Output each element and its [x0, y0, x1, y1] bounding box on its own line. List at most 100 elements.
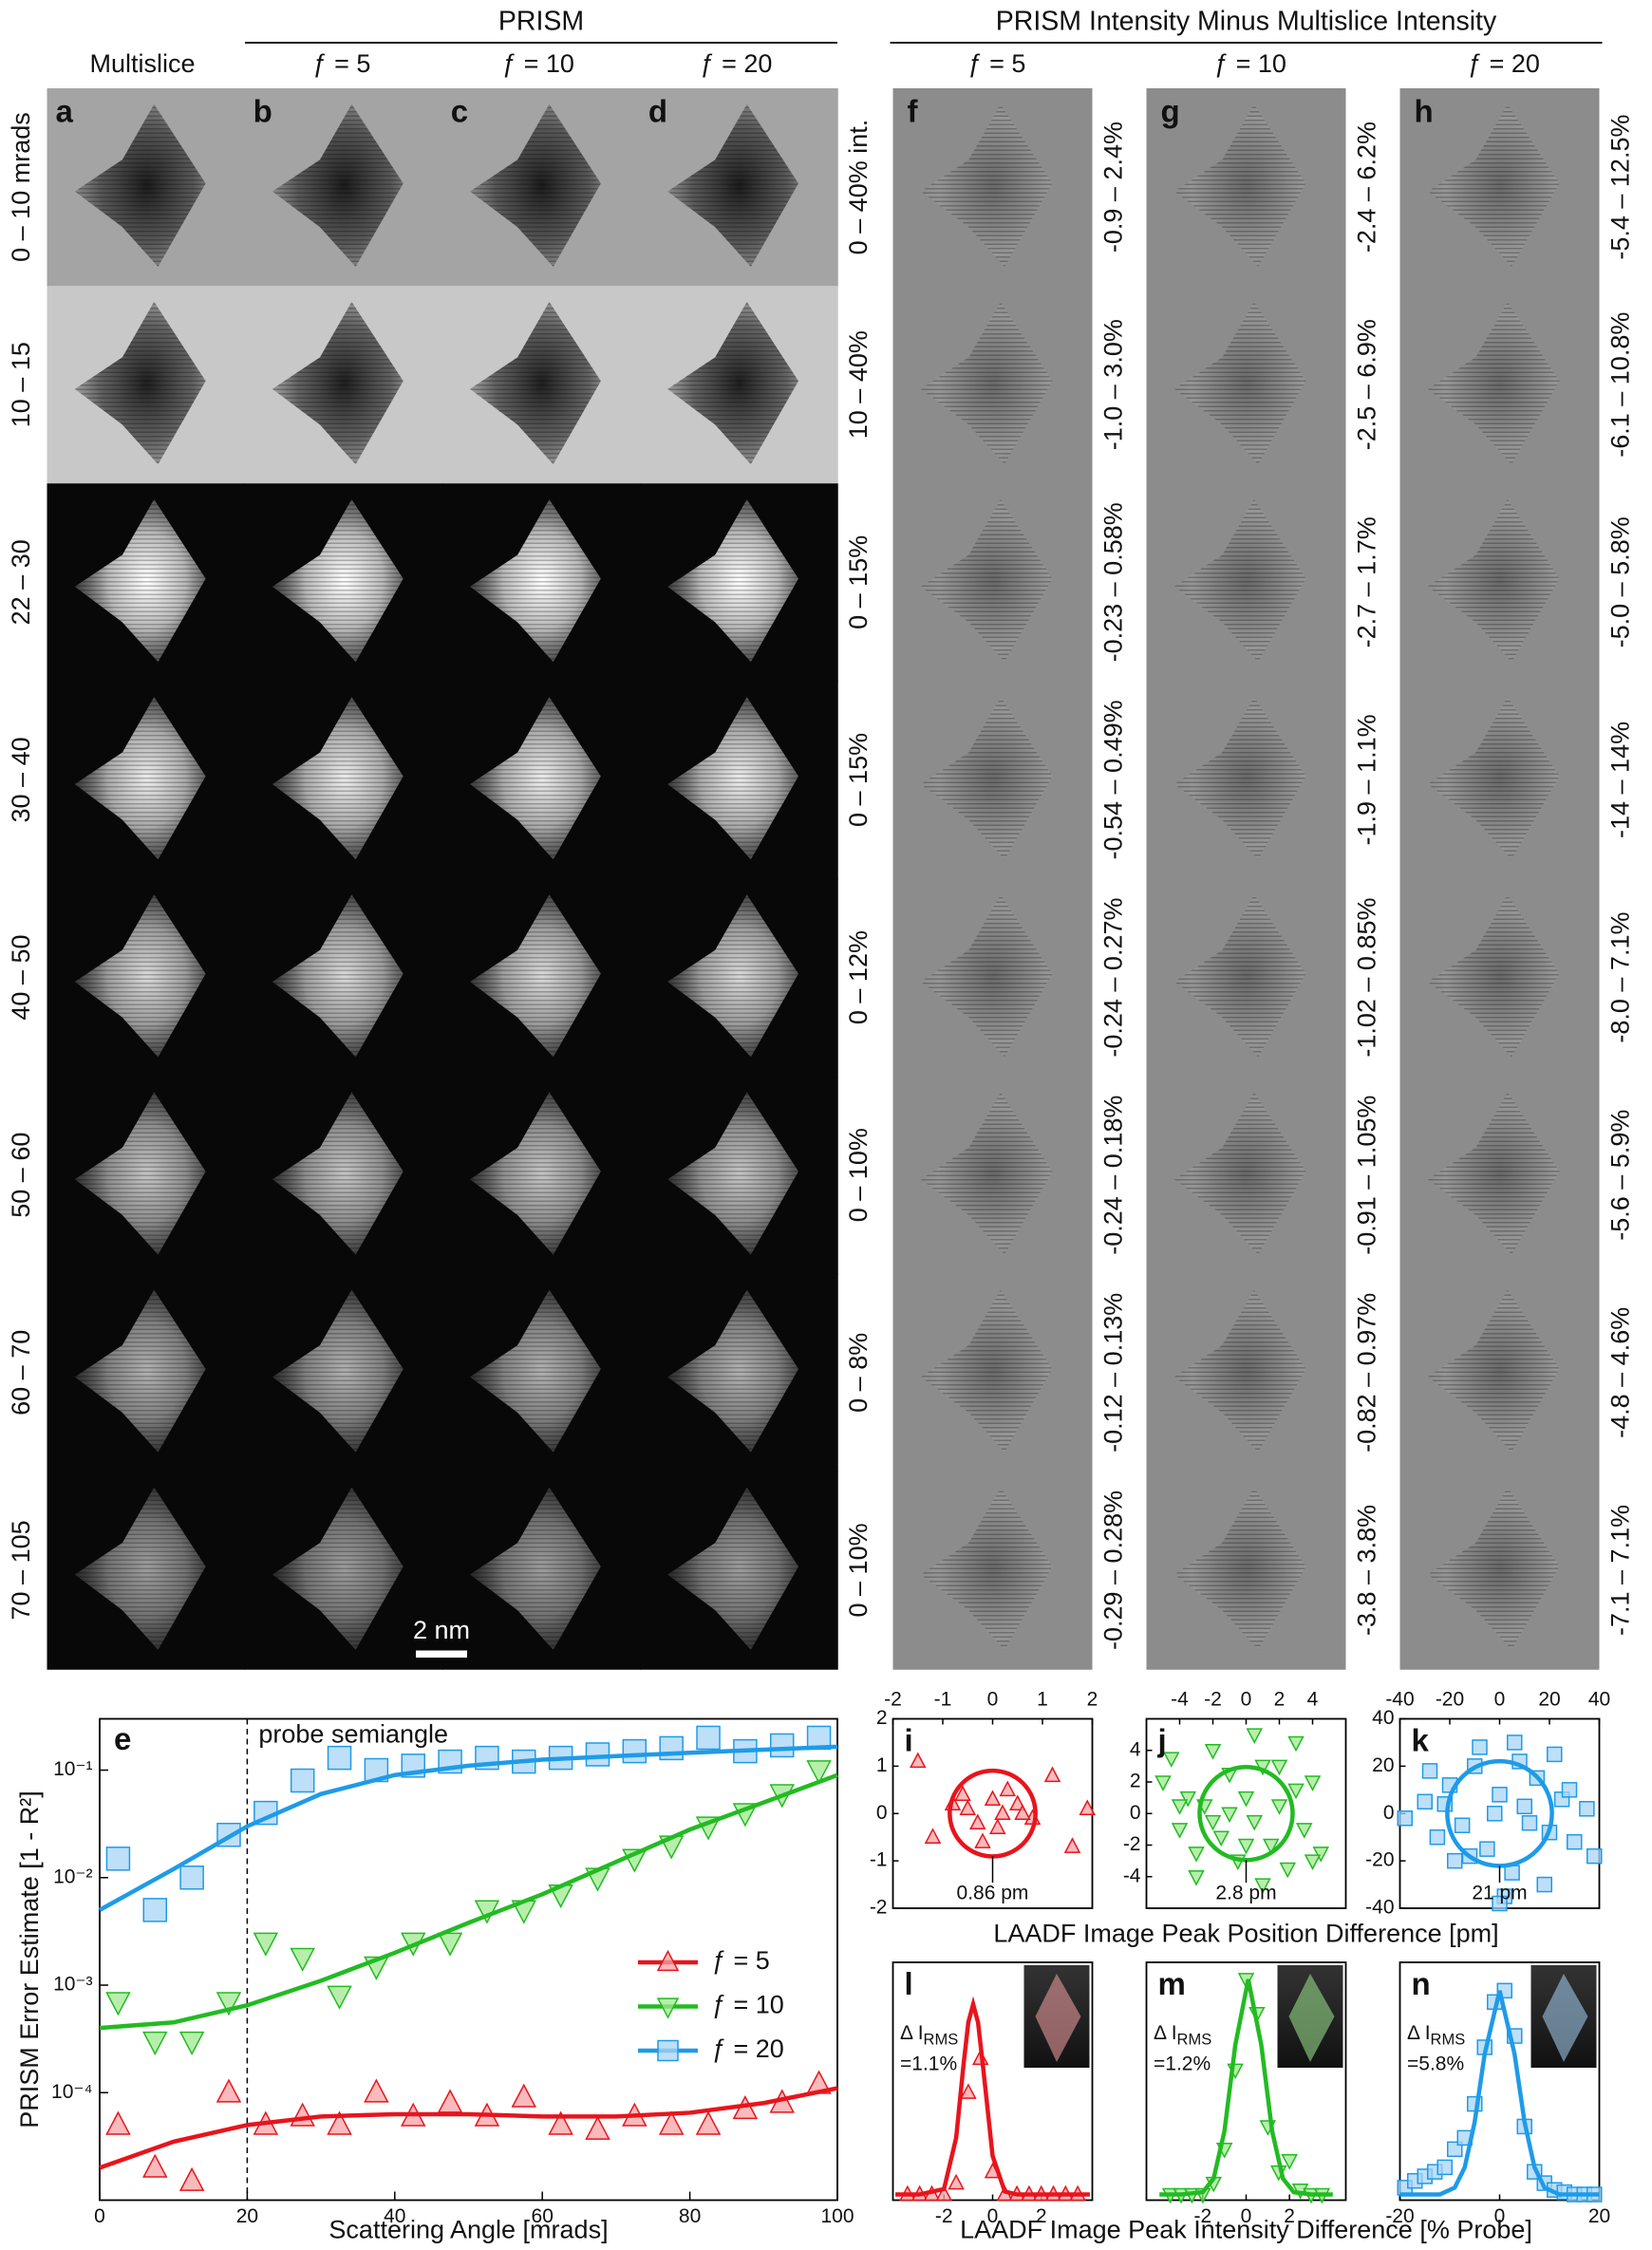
- y-tick-label: 2: [876, 1707, 888, 1729]
- marker: [290, 1947, 315, 1972]
- legend-label: ƒ = 10: [712, 1991, 784, 2019]
- marker: [105, 1847, 131, 1871]
- marker: [105, 1992, 131, 2016]
- row-label: 50 – 60: [7, 1133, 35, 1218]
- marker: [327, 1745, 352, 1771]
- x-tick-label: 20: [1538, 1689, 1560, 1711]
- marker: [1304, 1854, 1322, 1870]
- marker: [1421, 1763, 1438, 1779]
- x-tick-label: -20: [1436, 1689, 1464, 1711]
- y-tick-label: -4: [1123, 1865, 1141, 1886]
- lattice-fringes: [920, 894, 1053, 1058]
- marker: [1043, 1766, 1061, 1783]
- difference-range: -1.9 – 1.1%: [1353, 714, 1381, 845]
- column-label: ƒ = 5: [313, 49, 371, 78]
- difference-range: -0.24 – 0.27%: [1099, 898, 1128, 1058]
- marker: [327, 1985, 352, 2010]
- lattice-fringes: [920, 697, 1053, 860]
- difference-range: -0.24 – 0.18%: [1099, 1096, 1128, 1255]
- lattice-fringes: [920, 498, 1053, 663]
- x-tick-label: 40: [1588, 1689, 1610, 1711]
- delta-label: Δ IRMS: [1154, 2022, 1211, 2049]
- difference-range: -0.12 – 0.13%: [1099, 1293, 1128, 1453]
- column-label: ƒ = 20: [1468, 49, 1540, 78]
- marker: [1237, 1838, 1255, 1855]
- lattice-fringes: [667, 301, 798, 465]
- marker: [769, 1733, 795, 1758]
- fit-curve: [895, 1996, 1090, 2197]
- lattice-fringes: [920, 1092, 1053, 1255]
- x-tick-label: 0: [94, 2205, 105, 2227]
- lattice-fringes: [272, 103, 404, 267]
- panel-letter: l: [905, 1966, 913, 2001]
- row-label: 60 – 70: [7, 1330, 35, 1416]
- marker: [1155, 1775, 1172, 1791]
- intensity-range: 10 – 40%: [844, 330, 873, 439]
- marker: [1487, 1806, 1503, 1822]
- panel-letter: n: [1412, 1966, 1431, 2001]
- marker: [1063, 1837, 1081, 1853]
- panel-letter: c: [451, 94, 468, 129]
- marker: [974, 1832, 991, 1848]
- marker: [1492, 1787, 1508, 1803]
- lattice-fringes: [1427, 103, 1560, 267]
- marker: [1221, 1807, 1238, 1824]
- marker: [999, 1780, 1016, 1797]
- column-label: Multislice: [89, 49, 195, 78]
- difference-range: -0.91 – 1.05%: [1353, 1096, 1381, 1255]
- marker: [1304, 1775, 1322, 1791]
- y-tick-label: 20: [1372, 1754, 1394, 1776]
- row-label: 40 – 50: [7, 935, 35, 1021]
- marker: [1270, 1759, 1288, 1776]
- panel-letter: d: [648, 94, 667, 129]
- panel-letter: j: [1157, 1723, 1167, 1758]
- x-tick-label: 60: [532, 2205, 554, 2227]
- lattice-fringes: [1173, 1487, 1306, 1650]
- panel-letter: a: [56, 94, 74, 129]
- marker: [1079, 1799, 1096, 1816]
- row-label: 22 – 30: [7, 539, 35, 625]
- marker: [585, 2115, 610, 2140]
- x-tick-label: 0: [1494, 2205, 1506, 2227]
- marker: [1287, 1783, 1305, 1800]
- y-tick-label: 10⁻¹: [53, 1758, 92, 1780]
- panel-letter: k: [1412, 1723, 1430, 1758]
- marker: [1014, 1804, 1031, 1820]
- delta-subscript: RMS: [1431, 2032, 1466, 2049]
- lattice-fringes: [272, 894, 404, 1058]
- scale-bar-label: 2 nm: [413, 1616, 470, 1644]
- x-tick-label: -4: [1171, 1689, 1189, 1711]
- lattice-fringes: [469, 301, 601, 465]
- marker: [696, 1725, 721, 1751]
- row-label: 10 – 15: [7, 342, 35, 427]
- difference-range: -1.0 – 3.0%: [1099, 319, 1128, 450]
- x-tick-label: 0: [987, 2205, 999, 2227]
- delta-symbol: Δ I: [1407, 2022, 1431, 2044]
- lattice-fringes: [1173, 103, 1306, 267]
- fit-line: [99, 1772, 838, 2031]
- x-tick-label: -2: [884, 1689, 902, 1711]
- fit-line: [99, 2086, 838, 2170]
- inset-particle: [1035, 1974, 1081, 2062]
- marker: [954, 1785, 971, 1802]
- marker: [1472, 1739, 1488, 1755]
- column-label: ƒ = 5: [968, 49, 1026, 78]
- marker: [1312, 1847, 1329, 1863]
- marker: [658, 2110, 685, 2135]
- annotation: probe semiangle: [258, 1720, 448, 1749]
- delta-subscript: RMS: [924, 2032, 959, 2049]
- x-tick-label: 100: [820, 2205, 854, 2227]
- marker: [1212, 1830, 1230, 1847]
- intensity-range: 0 – 15%: [844, 535, 873, 629]
- marker: [548, 2110, 573, 2135]
- intensity-range: 0 – 15%: [844, 733, 873, 827]
- marker: [1281, 2153, 1298, 2170]
- rms-label: =1.2%: [1154, 2053, 1211, 2075]
- y-tick-label: 10⁻²: [53, 1866, 92, 1887]
- marker: [1504, 1865, 1520, 1881]
- lattice-fringes: [920, 301, 1053, 465]
- row-label: 0 – 10 mrads: [7, 112, 35, 262]
- marker: [1279, 1862, 1296, 1879]
- y-tick-label: 1: [876, 1754, 888, 1776]
- marker: [1204, 1814, 1222, 1831]
